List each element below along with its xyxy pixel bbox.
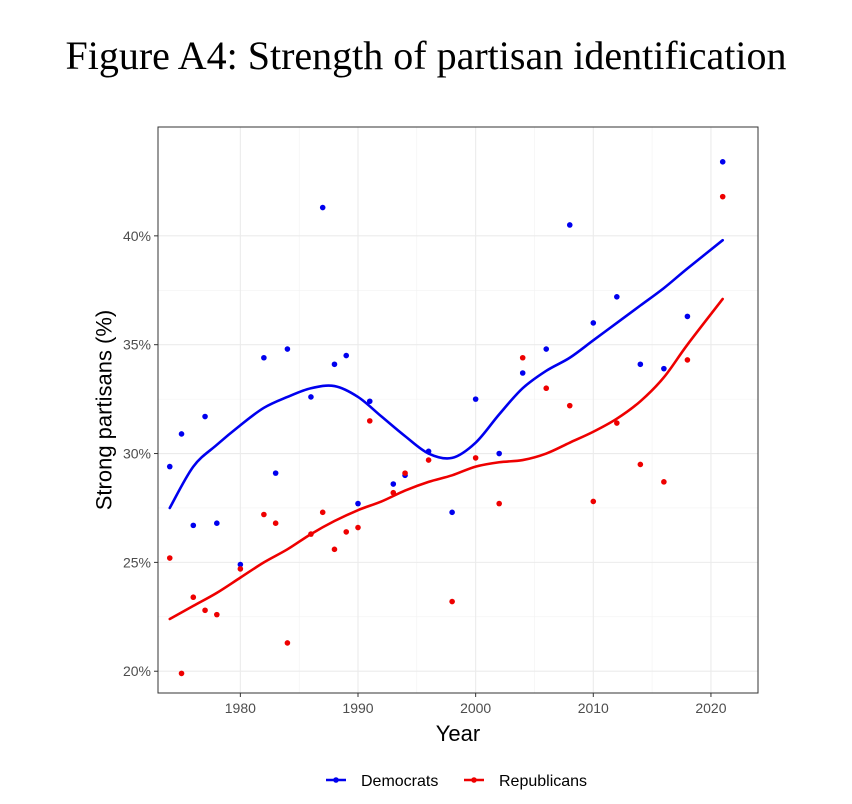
republicans-point	[272, 520, 279, 526]
x-tick-label: 2020	[695, 700, 726, 716]
y-tick-label: 40%	[123, 228, 151, 244]
chart-gridlines	[158, 127, 758, 693]
republicans-point	[308, 531, 314, 537]
democrats-point	[661, 365, 667, 372]
republicans-point	[202, 607, 208, 614]
democrats-point	[261, 354, 267, 361]
plot-panel-border	[157, 126, 759, 694]
democrats-trend-line	[168, 238, 725, 510]
x-axis-title: Year	[436, 721, 480, 746]
x-tick-label: 2010	[578, 700, 609, 716]
democrats-point	[719, 159, 726, 165]
republicans-point	[178, 670, 185, 677]
democrats-point	[308, 394, 314, 400]
democrats-legend-dot	[333, 777, 339, 783]
data-points	[166, 159, 726, 677]
democrats-point	[284, 346, 291, 352]
republicans-point	[319, 509, 326, 516]
democrats-point	[637, 361, 644, 368]
democrats-point	[166, 463, 173, 470]
democrats-point	[449, 509, 455, 516]
democrats-point	[214, 520, 220, 526]
democrats-point	[425, 448, 432, 455]
democrats-point	[566, 222, 573, 228]
x-tick-label: 1980	[225, 700, 256, 716]
republicans-point	[166, 555, 173, 561]
democrats-point	[272, 470, 279, 476]
republicans-point	[590, 498, 597, 505]
republicans-point	[355, 524, 361, 531]
democrats-legend-label: Democrats	[361, 773, 438, 790]
democrats-point	[237, 561, 244, 568]
republicans-point	[343, 529, 350, 535]
republicans-point	[190, 594, 197, 601]
republicans-point	[449, 598, 455, 605]
x-tick-label: 1990	[342, 700, 373, 716]
y-tick-label: 20%	[123, 663, 151, 679]
smooth-trend-lines	[168, 238, 725, 621]
x-axis-ticks: 1980 1990 2000 2010 2020	[225, 693, 727, 716]
republicans-point	[496, 500, 502, 507]
republicans-point	[661, 479, 667, 485]
democrats-point	[614, 294, 620, 300]
republicans-point	[237, 566, 244, 572]
republicans-point	[519, 354, 526, 361]
democrats-point	[319, 204, 326, 211]
democrats-point	[190, 522, 197, 529]
republicans-point	[390, 489, 397, 496]
republicans-legend-label: Republicans	[499, 773, 587, 790]
republicans-trend-line	[168, 297, 725, 621]
chart-legend: Democrats Republicans	[326, 773, 587, 790]
democrats-point	[355, 500, 361, 507]
republicans-point	[331, 546, 338, 553]
republicans-point	[366, 418, 373, 424]
republicans-point	[543, 385, 550, 392]
y-tick-label: 25%	[123, 554, 151, 570]
republicans-point	[566, 402, 573, 409]
democrats-point	[472, 396, 479, 402]
republicans-point	[472, 455, 479, 461]
republicans-point	[425, 457, 432, 463]
y-axis-title: Strong partisans (%)	[92, 310, 117, 511]
democrats-point	[684, 313, 691, 320]
democrats-point	[331, 361, 338, 368]
x-tick-label: 2000	[460, 700, 491, 716]
republicans-point	[614, 420, 620, 426]
republicans-point	[284, 640, 291, 646]
republicans-point	[402, 470, 408, 476]
democrats-point	[202, 413, 208, 420]
figure-title: Figure A4: Strength of partisan identifi…	[65, 33, 787, 78]
democrats-point	[366, 398, 373, 405]
democrats-point	[543, 346, 550, 352]
democrats-point	[496, 450, 502, 457]
democrats-point	[590, 320, 597, 326]
y-tick-label: 30%	[123, 446, 151, 462]
republicans-point	[684, 357, 691, 363]
democrats-point	[178, 431, 185, 437]
republicans-point	[719, 193, 726, 200]
republicans-point	[261, 511, 267, 518]
y-tick-label: 35%	[123, 337, 151, 353]
democrats-point	[390, 481, 397, 487]
democrats-point	[519, 370, 526, 376]
democrats-point	[343, 352, 350, 359]
republicans-point	[214, 611, 220, 618]
republicans-legend-dot	[471, 777, 477, 783]
republicans-point	[637, 461, 644, 468]
y-axis-ticks: 20% 25% 30% 35% 40%	[123, 228, 158, 679]
